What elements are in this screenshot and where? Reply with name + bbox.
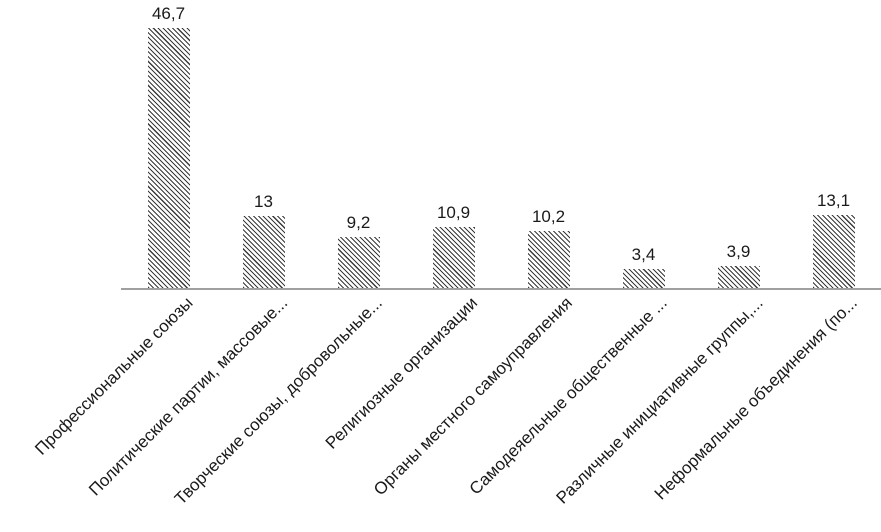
bar-value-label: 13,1	[816, 191, 851, 210]
bar-value-label: 9,2	[346, 213, 371, 232]
x-axis-category-label: Политические партии, массовые...	[85, 293, 292, 500]
bar-value-label: 13	[254, 192, 273, 211]
bar	[812, 215, 855, 288]
bar	[147, 28, 190, 288]
x-axis-category-label: Самодеяельные общественные ...	[466, 293, 672, 499]
x-axis-line	[121, 288, 881, 290]
bar	[622, 269, 665, 288]
bar	[527, 231, 570, 288]
bar	[337, 237, 380, 288]
bar-value-label: 10,2	[531, 207, 566, 226]
x-axis-category-label: Творческие союзы, добровольные...	[171, 293, 387, 509]
bar-value-label: 46,7	[151, 4, 186, 23]
bar-value-label: 3,9	[726, 242, 751, 261]
bar-value-label: 10,9	[436, 203, 471, 222]
bar	[432, 227, 475, 288]
x-axis-category-label: Различные инициативные группы,...	[551, 293, 767, 508]
x-axis-category-label: Профессиональные союзы	[30, 293, 197, 459]
bar-value-label: 3,4	[631, 245, 656, 264]
bar	[242, 216, 285, 288]
x-axis-category-label: Органы местного самоуправления	[370, 293, 577, 500]
bar	[717, 266, 760, 288]
x-axis-category-label: Неформальные объединения (по...	[651, 293, 862, 504]
